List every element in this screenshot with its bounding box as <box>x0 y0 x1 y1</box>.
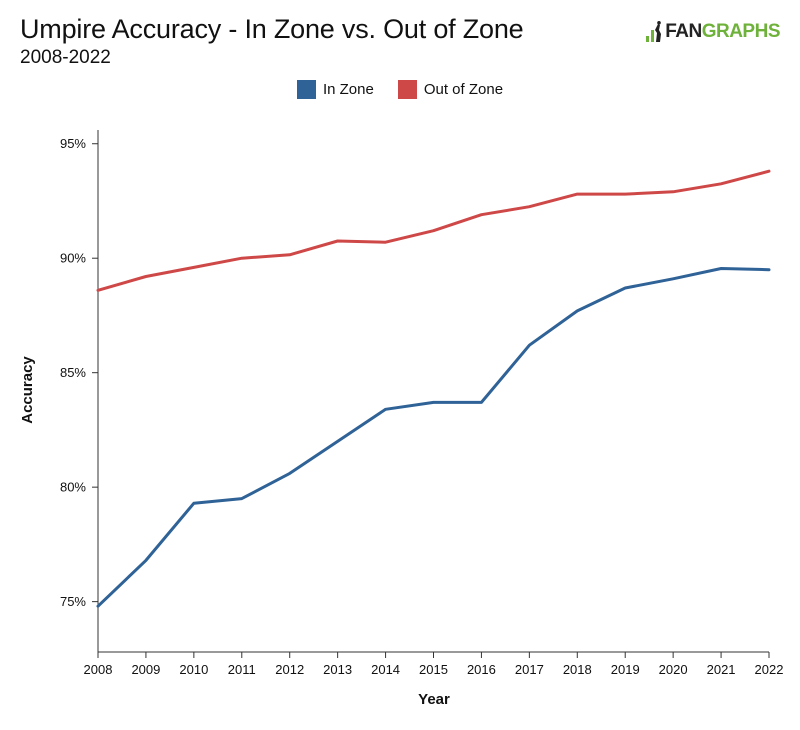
y-tick-label: 85% <box>60 365 86 380</box>
chart-subtitle: 2008-2022 <box>20 47 111 68</box>
x-tick-label: 2016 <box>467 662 496 677</box>
series-line-in-zone[interactable] <box>96 267 771 608</box>
x-tick-label: 2009 <box>131 662 160 677</box>
x-tick-label: 2018 <box>563 662 592 677</box>
chart-legend: In Zone Out of Zone <box>0 80 800 99</box>
batter-logo-icon <box>646 21 662 42</box>
x-tick-label: 2011 <box>228 662 256 677</box>
legend-item-out-of-zone[interactable]: Out of Zone <box>397 80 504 99</box>
y-tick-label: 80% <box>60 480 86 495</box>
chart-series <box>96 169 771 608</box>
y-tick-label: 90% <box>60 251 86 266</box>
x-tick-label: 2017 <box>515 662 544 677</box>
legend-item-in-zone[interactable]: In Zone <box>296 80 374 99</box>
fangraphs-logo: FAN GRAPHS <box>645 21 781 43</box>
x-tick-label: 2010 <box>179 662 208 677</box>
y-axis-title: Accuracy <box>19 356 36 424</box>
x-tick-label: 2019 <box>611 662 640 677</box>
x-tick-label: 2008 <box>84 662 113 677</box>
x-tick-label: 2013 <box>323 662 352 677</box>
chart-axes: 75% 80% 85% 90% 95% 2008 2009 2010 2011 2012 2013 2… <box>60 130 783 677</box>
legend-swatch-out-of-zone <box>397 80 417 99</box>
series-line-out-of-zone[interactable] <box>96 169 771 292</box>
x-tick-label: 2022 <box>755 662 784 677</box>
y-tick-label: 75% <box>60 594 86 609</box>
logo-text-graphs: GRAPHS <box>701 21 781 42</box>
x-tick-label: 2020 <box>659 662 688 677</box>
logo-text-fan: FAN <box>665 21 702 42</box>
x-axis-title: Year <box>418 691 450 708</box>
chart-title: Umpire Accuracy - In Zone vs. Out of Zon… <box>20 14 524 44</box>
legend-label-out-of-zone: Out of Zone <box>423 81 504 98</box>
x-tick-label: 2014 <box>371 662 400 677</box>
legend-label-in-zone: In Zone <box>322 81 374 98</box>
y-tick-label: 95% <box>60 136 86 151</box>
x-tick-label: 2015 <box>419 662 448 677</box>
x-tick-label: 2012 <box>275 662 304 677</box>
x-tick-label: 2021 <box>707 662 736 677</box>
legend-swatch-in-zone <box>296 80 316 99</box>
